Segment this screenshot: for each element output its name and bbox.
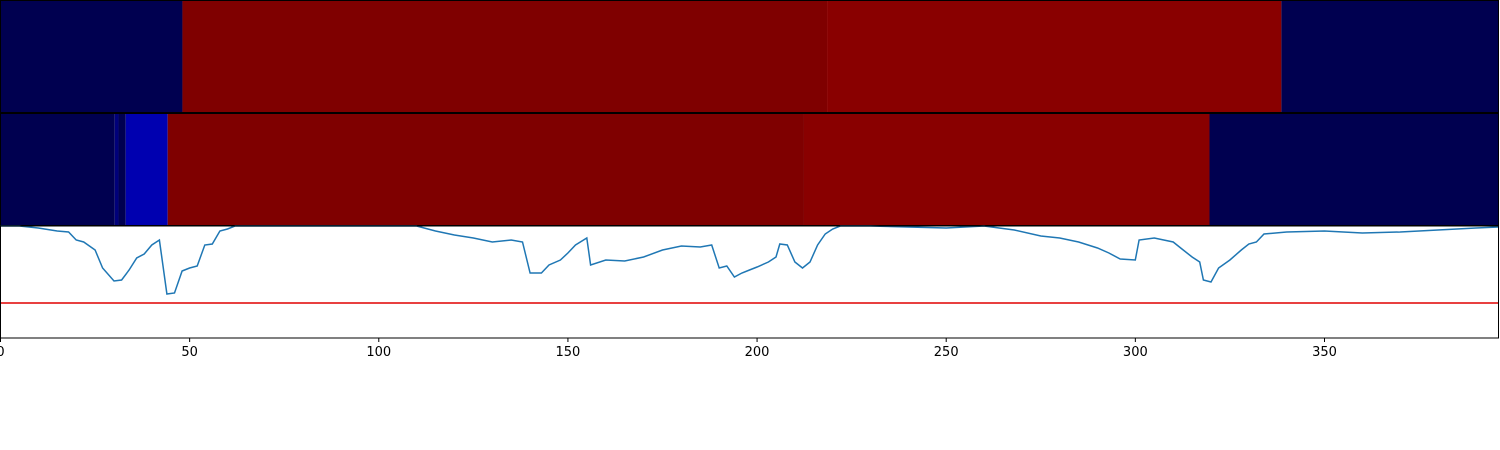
x-tick-label: 300 bbox=[1123, 345, 1148, 360]
x-tick-label: 350 bbox=[1312, 345, 1337, 360]
x-tick-label: 100 bbox=[366, 345, 391, 360]
heatmap-cell bbox=[1209, 113, 1499, 226]
panel-frame bbox=[0, 225, 1499, 339]
heatmap-cell bbox=[167, 113, 804, 226]
heatmap-cell bbox=[1281, 0, 1499, 113]
heatmap-cell bbox=[827, 0, 1282, 113]
heatmap-cell bbox=[114, 113, 119, 226]
heatmap-cell bbox=[0, 0, 183, 113]
x-tick-label: 50 bbox=[181, 345, 198, 360]
data-line bbox=[0, 225, 1499, 295]
x-tick-label: 0 bbox=[0, 345, 5, 360]
heatmap-cell bbox=[125, 113, 168, 226]
heatmap-cell bbox=[803, 113, 1210, 226]
x-tick-label: 250 bbox=[934, 345, 959, 360]
heatmap-cell bbox=[0, 113, 115, 226]
heatmap-cell bbox=[182, 0, 828, 113]
x-tick-label: 200 bbox=[745, 345, 770, 360]
heatmap-cell bbox=[118, 113, 126, 226]
x-tick-label: 150 bbox=[556, 345, 581, 360]
panel-frame bbox=[0, 0, 1499, 113]
